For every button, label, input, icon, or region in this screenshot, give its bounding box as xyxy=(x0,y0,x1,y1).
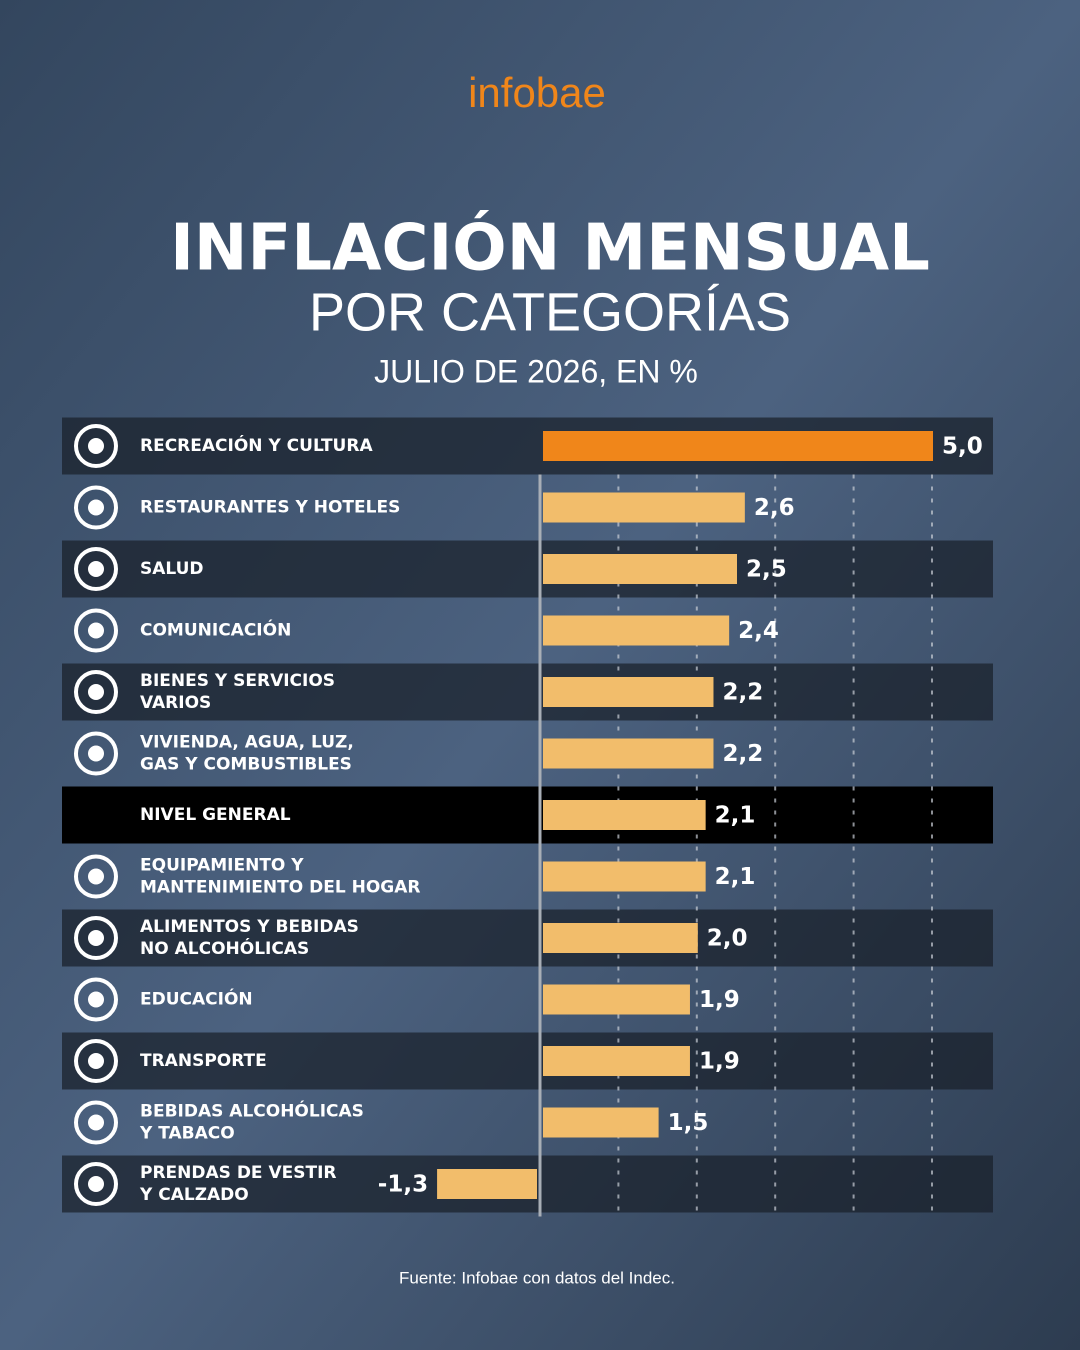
category-icon xyxy=(74,608,118,653)
brand-logo: infobae xyxy=(468,69,606,116)
value-label: -1,3 xyxy=(378,1172,428,1198)
category-label: TRANSPORTE xyxy=(140,1051,267,1071)
icon-shape xyxy=(88,930,104,946)
icon-shape xyxy=(74,916,118,960)
category-label: BEBIDAS ALCOHÓLICAS Y TABACO xyxy=(139,1100,364,1144)
category-label: VIVIENDA, AGUA, LUZ, GAS Y COMBUSTIBLES xyxy=(140,733,354,775)
value-label: 2,5 xyxy=(746,557,787,583)
row-background xyxy=(62,663,993,721)
chart-period: JULIO DE 2026, EN % xyxy=(374,353,698,389)
icon-shape xyxy=(88,868,104,885)
row-background xyxy=(62,540,993,598)
category-icon xyxy=(74,1039,118,1083)
category-label: EDUCACIÓN xyxy=(140,988,253,1010)
category-icon xyxy=(74,854,118,899)
category-label: RECREACIÓN Y CULTURA xyxy=(140,434,373,456)
value-label: 2,1 xyxy=(715,803,756,829)
category-label: ALIMENTOS Y BEBIDAS NO ALCOHÓLICAS xyxy=(140,917,359,959)
icon-shape xyxy=(74,1100,118,1145)
bar xyxy=(543,1107,659,1138)
bar xyxy=(543,861,706,892)
category-label: BIENES Y SERVICIOS VARIOS xyxy=(140,671,335,713)
icon-shape xyxy=(74,424,118,468)
bar xyxy=(543,984,690,1015)
value-label: 2,6 xyxy=(754,495,795,521)
bar xyxy=(543,738,714,769)
icon-shape xyxy=(74,547,118,591)
bar xyxy=(543,800,706,830)
category-icon xyxy=(74,485,118,530)
bar xyxy=(543,1046,690,1076)
value-label: 5,0 xyxy=(942,434,983,460)
category-icon xyxy=(74,547,118,591)
source-note: Fuente: Infobae con datos del Indec. xyxy=(399,1268,675,1287)
plot: RECREACIÓN Y CULTURA 5,0 RESTAURANTES Y HO… xyxy=(74,424,983,1217)
category-icon xyxy=(74,916,118,960)
bar xyxy=(543,677,714,707)
bar xyxy=(437,1169,537,1199)
icon-shape xyxy=(74,977,118,1022)
icon-shape xyxy=(88,1114,104,1131)
icon-shape xyxy=(74,485,118,530)
bar xyxy=(543,431,933,461)
category-icon xyxy=(74,731,118,776)
value-label: 2,1 xyxy=(715,864,756,890)
category-label: SALUD xyxy=(140,559,204,579)
category-label: PRENDAS DE VESTIR Y CALZADO xyxy=(139,1163,337,1205)
value-label: 1,5 xyxy=(668,1110,709,1136)
category-icon xyxy=(74,1100,118,1145)
icon-shape xyxy=(88,499,104,516)
value-label: 2,0 xyxy=(707,926,748,952)
row-background xyxy=(62,909,993,967)
value-label: 1,9 xyxy=(699,1049,740,1075)
chart-subtitle: POR CATEGORÍAS xyxy=(309,282,791,342)
row-background xyxy=(62,1032,993,1090)
icon-shape xyxy=(88,684,104,700)
category-label: COMUNICACIÓN xyxy=(140,619,291,641)
icon-shape xyxy=(74,854,118,899)
bar xyxy=(543,923,698,953)
icon-shape xyxy=(74,731,118,776)
icon-shape xyxy=(88,438,104,454)
category-icon xyxy=(74,1162,118,1206)
icon-shape xyxy=(88,561,104,577)
category-label: NIVEL GENERAL xyxy=(140,805,291,825)
icon-shape xyxy=(88,745,104,762)
icon-shape xyxy=(74,1162,118,1206)
value-label: 2,4 xyxy=(738,618,779,644)
chart-title: INFLACIÓN MENSUAL xyxy=(170,210,930,286)
icon-shape xyxy=(88,622,104,639)
value-label: 1,9 xyxy=(699,987,740,1013)
bar xyxy=(543,554,737,584)
icon-shape xyxy=(74,608,118,653)
row-background xyxy=(62,786,993,844)
icon-shape xyxy=(74,1039,118,1083)
icon-shape xyxy=(88,991,104,1008)
value-label: 2,2 xyxy=(722,680,763,706)
rows xyxy=(62,417,993,1213)
value-label: 2,2 xyxy=(722,741,763,767)
category-icon xyxy=(74,977,118,1022)
icon-shape xyxy=(88,1053,104,1069)
icon-shape xyxy=(74,670,118,714)
category-icon xyxy=(74,424,118,468)
bar xyxy=(543,492,745,523)
icon-shape xyxy=(88,1176,104,1192)
category-label: RESTAURANTES Y HOTELES xyxy=(140,498,400,518)
bar xyxy=(543,615,730,646)
category-label: EQUIPAMIENTO Y MANTENIMIENTO DEL HOGAR xyxy=(140,856,420,898)
category-icon xyxy=(74,670,118,714)
